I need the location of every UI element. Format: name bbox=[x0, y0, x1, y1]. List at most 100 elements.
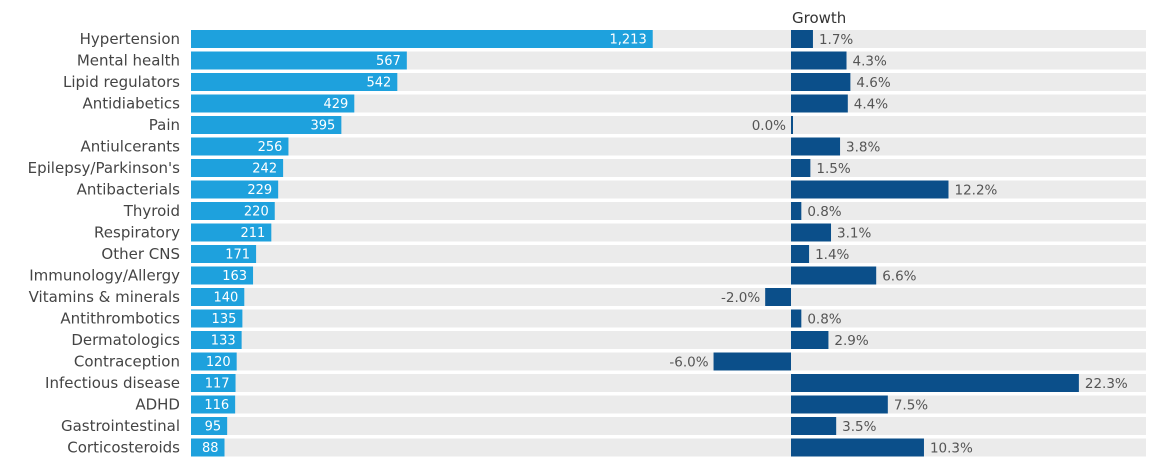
value-track bbox=[191, 137, 781, 156]
value-label: 163 bbox=[222, 269, 247, 284]
value-track bbox=[191, 374, 781, 392]
growth-bar bbox=[791, 331, 829, 349]
category-label: Antithrombotics bbox=[60, 310, 180, 328]
growth-track bbox=[690, 159, 1146, 177]
value-bar bbox=[191, 137, 289, 156]
value-bar bbox=[191, 266, 254, 285]
growth-track bbox=[690, 94, 1146, 113]
growth-bar bbox=[791, 223, 832, 242]
growth-bar bbox=[791, 30, 813, 48]
growth-label: -2.0% bbox=[721, 290, 760, 306]
growth-label: 22.3% bbox=[1085, 376, 1128, 392]
growth-bar bbox=[791, 417, 837, 435]
category-label: ADHD bbox=[135, 396, 180, 414]
growth-bar bbox=[791, 159, 811, 177]
growth-bar bbox=[791, 73, 851, 91]
growth-track bbox=[690, 223, 1146, 242]
category-label: Thyroid bbox=[123, 202, 180, 220]
value-track bbox=[191, 417, 781, 435]
value-track bbox=[191, 159, 781, 177]
value-label: 242 bbox=[252, 162, 277, 177]
growth-label: 0.8% bbox=[807, 312, 841, 328]
value-label: 567 bbox=[376, 54, 401, 69]
value-track bbox=[191, 352, 781, 371]
value-bar bbox=[191, 352, 237, 371]
category-label: Respiratory bbox=[94, 224, 180, 242]
growth-label: 4.3% bbox=[853, 54, 887, 70]
growth-label: 1.4% bbox=[815, 247, 849, 263]
category-label: Epilepsy/Parkinson's bbox=[28, 159, 181, 177]
value-label: 429 bbox=[323, 97, 348, 112]
growth-track bbox=[690, 288, 1146, 306]
value-bar bbox=[191, 159, 284, 177]
growth-bar bbox=[791, 266, 877, 285]
value-label: 256 bbox=[258, 140, 283, 155]
value-track bbox=[191, 202, 781, 220]
value-track bbox=[191, 438, 781, 457]
value-label: 395 bbox=[311, 119, 336, 134]
growth-bar bbox=[791, 438, 924, 457]
growth-track bbox=[690, 309, 1146, 328]
growth-label: 7.5% bbox=[894, 398, 928, 414]
value-bar bbox=[191, 180, 279, 199]
value-track bbox=[191, 223, 781, 242]
growth-track bbox=[690, 417, 1146, 435]
growth-track bbox=[690, 245, 1146, 263]
value-track bbox=[191, 180, 781, 199]
value-label: 95 bbox=[205, 420, 222, 435]
growth-label: 1.7% bbox=[819, 32, 853, 48]
value-label: 542 bbox=[366, 76, 391, 91]
value-track bbox=[191, 309, 781, 328]
value-label: 117 bbox=[205, 377, 230, 392]
category-label: Contraception bbox=[74, 353, 180, 371]
value-label: 171 bbox=[225, 248, 250, 263]
value-label: 88 bbox=[202, 441, 219, 456]
category-label: Immunology/Allergy bbox=[29, 267, 180, 285]
growth-bar bbox=[791, 180, 949, 199]
growth-label: 3.8% bbox=[846, 140, 880, 156]
value-bar bbox=[191, 288, 245, 306]
growth-track bbox=[690, 137, 1146, 156]
category-label: Antidiabetics bbox=[82, 95, 180, 113]
growth-bar bbox=[791, 395, 888, 414]
growth-bar bbox=[765, 288, 791, 306]
growth-label: 0.0% bbox=[752, 118, 786, 134]
value-track bbox=[191, 395, 781, 414]
growth-bar bbox=[791, 309, 802, 328]
growth-track bbox=[690, 51, 1146, 70]
value-label: 211 bbox=[240, 226, 265, 241]
growth-bar bbox=[791, 116, 793, 134]
growth-label: 4.6% bbox=[856, 75, 890, 91]
value-bar bbox=[191, 116, 342, 134]
value-label: 1,213 bbox=[610, 33, 647, 48]
category-label: Dermatologics bbox=[71, 331, 180, 349]
growth-label: 0.8% bbox=[807, 204, 841, 220]
value-label: 135 bbox=[212, 312, 237, 327]
value-track bbox=[191, 266, 781, 285]
value-bar bbox=[191, 374, 236, 392]
value-bar bbox=[191, 51, 407, 70]
growth-bar bbox=[713, 352, 791, 371]
category-label: Lipid regulators bbox=[63, 73, 180, 91]
category-label: Mental health bbox=[77, 52, 180, 70]
growth-label: 6.6% bbox=[882, 269, 916, 285]
value-bar bbox=[191, 94, 355, 113]
value-track bbox=[191, 288, 781, 306]
value-label: 229 bbox=[247, 183, 272, 198]
value-label: 140 bbox=[213, 291, 238, 306]
category-label: Gastrointestinal bbox=[61, 417, 180, 435]
growth-bar bbox=[791, 245, 810, 263]
value-bar bbox=[191, 438, 225, 457]
growth-track bbox=[690, 352, 1146, 371]
value-bar bbox=[191, 245, 257, 263]
growth-track bbox=[690, 202, 1146, 220]
chart-rows: Hypertension 1,213 1.7% Mental health 567 4.3… bbox=[28, 30, 1146, 457]
growth-track bbox=[690, 331, 1146, 349]
growth-label: 1.5% bbox=[816, 161, 850, 177]
value-bar bbox=[191, 395, 236, 414]
growth-title: Growth bbox=[792, 9, 846, 27]
growth-label: 3.5% bbox=[842, 419, 876, 435]
category-label: Infectious disease bbox=[45, 374, 180, 392]
category-label: Corticosteroids bbox=[67, 439, 180, 457]
growth-bar bbox=[791, 202, 802, 220]
